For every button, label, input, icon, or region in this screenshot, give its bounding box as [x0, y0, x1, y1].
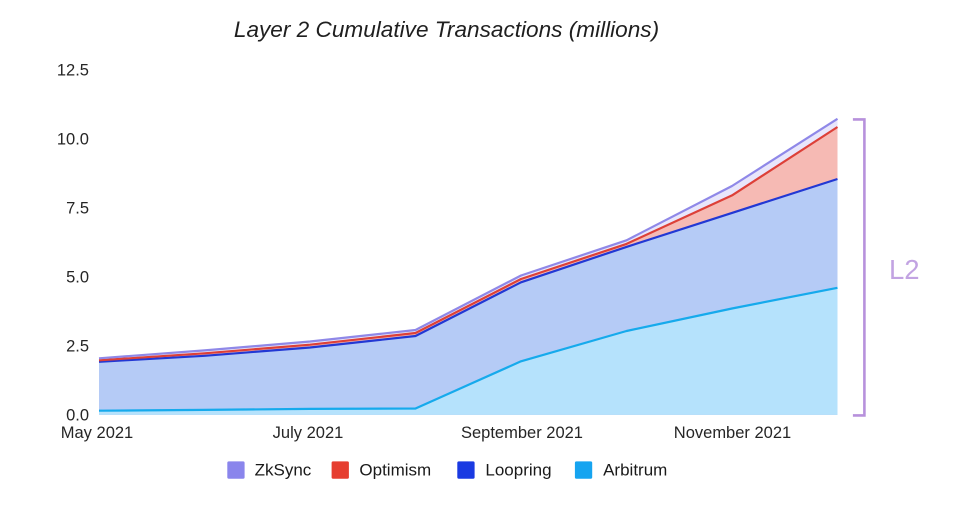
svg-text:0.0: 0.0: [66, 406, 89, 424]
svg-text:May 2021: May 2021: [61, 424, 133, 442]
svg-text:2.5: 2.5: [66, 337, 89, 355]
svg-text:Arbitrum: Arbitrum: [603, 460, 667, 479]
svg-text:Optimism: Optimism: [359, 460, 431, 479]
svg-text:July 2021: July 2021: [273, 424, 344, 442]
svg-text:September 2021: September 2021: [461, 424, 583, 442]
svg-text:Layer 2 Cumulative Transaction: Layer 2 Cumulative Transactions (million…: [234, 17, 659, 42]
svg-text:ZkSync: ZkSync: [255, 460, 312, 479]
svg-text:7.5: 7.5: [66, 199, 89, 217]
svg-text:10.0: 10.0: [57, 130, 89, 148]
svg-text:Loopring: Loopring: [485, 460, 551, 479]
svg-text:November 2021: November 2021: [674, 424, 791, 442]
svg-text:5.0: 5.0: [66, 268, 89, 286]
svg-text:12.5: 12.5: [57, 61, 89, 79]
svg-text:L2: L2: [889, 254, 920, 285]
